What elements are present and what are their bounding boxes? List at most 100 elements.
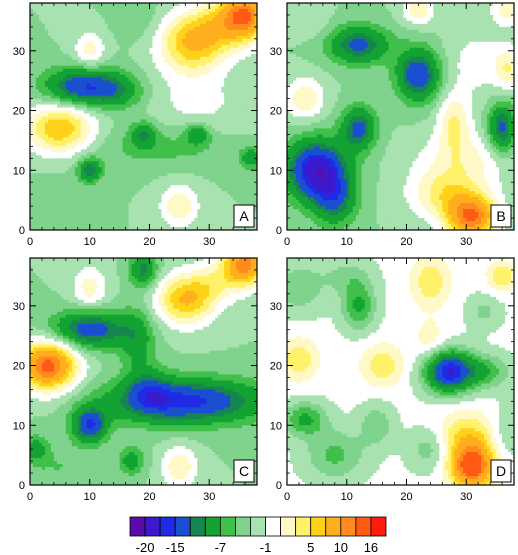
- contour-cell: [227, 194, 231, 198]
- contour-cell: [119, 38, 124, 43]
- contour-cell: [188, 185, 192, 189]
- contour-cell: [200, 164, 204, 168]
- contour-cell: [62, 122, 67, 127]
- contour-cell: [185, 188, 189, 192]
- contour-cell: [47, 77, 52, 82]
- contour-cell: [224, 59, 228, 64]
- contour-cell: [98, 38, 103, 43]
- contour-cell: [44, 23, 49, 28]
- contour-cell: [143, 95, 148, 100]
- contour-cell: [110, 71, 115, 76]
- contour-cell: [170, 80, 174, 85]
- contour-cell: [206, 41, 210, 46]
- contour-cell: [170, 197, 174, 201]
- contour-cell: [149, 20, 154, 25]
- contour-cell: [239, 131, 243, 136]
- contour-cell: [50, 116, 55, 121]
- contour-cell: [188, 116, 192, 121]
- contour-cell: [125, 44, 130, 49]
- contour-cell: [47, 3, 52, 7]
- contour-cell: [98, 125, 103, 130]
- contour-cell: [125, 173, 130, 177]
- contour-cell: [209, 17, 213, 22]
- contour-cell: [98, 98, 103, 103]
- contour-cell: [161, 47, 166, 52]
- contour-cell: [146, 176, 151, 180]
- contour-cell: [89, 128, 94, 133]
- contour-cell: [38, 137, 43, 141]
- contour-cell: [119, 32, 124, 37]
- contour-cell: [248, 80, 252, 85]
- contour-cell: [137, 155, 142, 159]
- contour-cell: [86, 122, 91, 127]
- contour-cell: [44, 62, 49, 67]
- contour-cell: [143, 191, 148, 195]
- contour-cell: [134, 53, 139, 58]
- contour-cell: [236, 125, 240, 130]
- contour-cell: [239, 92, 243, 97]
- contour-cell: [122, 5, 127, 10]
- contour-cell: [188, 32, 192, 37]
- contour-cell: [110, 50, 115, 55]
- contour-cell: [248, 167, 252, 171]
- contour-cell: [83, 89, 88, 94]
- contour-cell: [236, 80, 240, 85]
- contour-cell: [41, 89, 46, 94]
- contour-cell: [56, 89, 61, 94]
- contour-cell: [116, 35, 121, 40]
- contour-cell: [56, 38, 61, 43]
- contour-cell: [53, 56, 58, 61]
- contour-cell: [38, 125, 43, 130]
- contour-cell: [41, 176, 46, 180]
- contour-cell: [206, 71, 210, 76]
- contour-cell: [185, 32, 189, 37]
- contour-cell: [68, 167, 73, 171]
- contour-cell: [92, 170, 97, 174]
- contour-cell: [50, 155, 55, 159]
- contour-cell: [173, 185, 177, 189]
- contour-cell: [74, 146, 79, 150]
- contour-cell: [152, 173, 157, 177]
- contour-cell: [50, 107, 55, 112]
- contour-cell: [74, 122, 79, 127]
- contour-cell: [215, 20, 219, 25]
- contour-cell: [41, 137, 46, 141]
- contour-cell: [176, 11, 180, 16]
- contour-cell: [83, 113, 88, 118]
- contour-cell: [80, 176, 85, 180]
- contour-cell: [194, 56, 198, 61]
- contour-cell: [200, 116, 204, 121]
- contour-cell: [236, 167, 240, 171]
- contour-cell: [146, 170, 151, 174]
- contour-cell: [113, 98, 118, 103]
- contour-cell: [215, 134, 219, 139]
- contour-cell: [86, 50, 91, 55]
- contour-cell: [74, 152, 79, 156]
- contour-cell: [122, 41, 127, 46]
- contour-cell: [197, 92, 201, 97]
- contour-cell: [50, 176, 55, 180]
- contour-cell: [68, 143, 73, 147]
- contour-cell: [116, 17, 121, 22]
- contour-cell: [188, 35, 192, 40]
- contour-cell: [80, 29, 85, 34]
- contour-cell: [59, 170, 64, 174]
- contour-cell: [116, 50, 121, 55]
- contour-cell: [41, 68, 46, 73]
- contour-cell: [32, 59, 37, 64]
- contour-cell: [164, 3, 168, 7]
- contour-cell: [30, 110, 34, 115]
- contour-cell: [59, 197, 64, 201]
- contour-cell: [65, 170, 70, 174]
- contour-cell: [230, 161, 234, 165]
- contour-cell: [254, 167, 257, 171]
- contour-cell: [254, 161, 257, 165]
- contour-cell: [167, 38, 171, 43]
- contour-cell: [122, 68, 127, 73]
- contour-cell: [158, 152, 163, 156]
- contour-cell: [242, 149, 246, 153]
- contour-cell: [254, 38, 257, 43]
- contour-cell: [173, 161, 177, 165]
- contour-cell: [44, 65, 49, 70]
- contour-cell: [74, 56, 79, 61]
